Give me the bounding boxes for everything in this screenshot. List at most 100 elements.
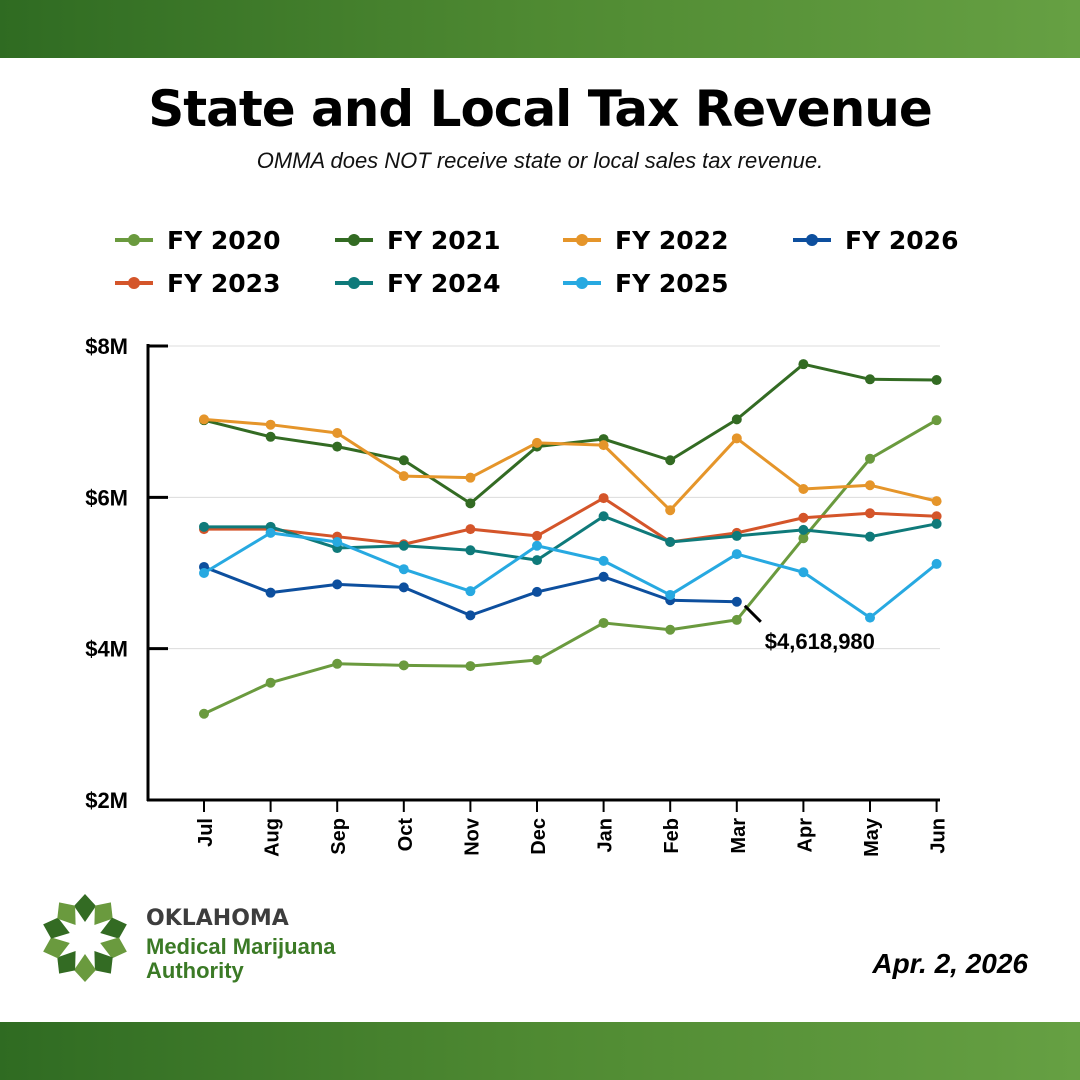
series-fy-2026 [199,561,742,621]
logo-petal [74,954,96,982]
data-point [332,658,343,669]
data-point [532,540,542,551]
data-point [865,508,875,519]
line-chart: $2M $4M $6M $8M Jul Aug Sep Oct Nov Dec Jan Feb Mar A… [85,226,958,857]
logo-petal [43,937,70,959]
series-line [204,496,937,546]
legend-item: FY 2020 [115,226,280,255]
legend-label: FY 2025 [615,269,728,298]
data-point [798,359,809,370]
data-point [865,531,875,542]
x-tick-label: Apr [794,818,816,853]
data-point [265,587,276,598]
annotation-leader [743,604,762,623]
data-point [931,518,942,529]
report-date: Apr. 2, 2026 [872,948,1028,979]
logo-petal [94,950,113,974]
logo-petal [100,917,127,939]
data-point [398,660,409,671]
data-point [398,471,409,482]
data-point [265,419,276,430]
logo-petal [100,937,127,959]
y-tick-label: $4M [85,637,128,662]
data-point [798,567,809,578]
annotation-label: $4,618,980 [765,629,875,654]
logo-petal [57,902,76,926]
data-point [398,455,409,466]
data-point [332,428,343,439]
x-tick-label: Jan [595,818,617,852]
legend-label: FY 2024 [387,269,500,298]
legend-marker [348,277,360,289]
data-point [332,536,343,547]
y-tick-label: $8M [85,334,128,359]
top-banner [0,0,1080,58]
legend-marker [806,234,818,246]
data-point [731,549,742,560]
legend-item: FY 2022 [563,226,728,255]
legend-label: FY 2022 [615,226,728,255]
legend-marker [576,234,588,246]
x-tick-label: Mar [728,818,750,854]
data-point [199,568,209,578]
data-point [465,545,476,556]
legend-marker [128,277,140,289]
legend-item: FY 2024 [335,269,500,298]
x-tick-label: Dec [528,818,550,855]
data-point [532,586,542,597]
legend-item: FY 2023 [115,269,280,298]
data-point [265,431,276,442]
data-point [865,453,875,464]
data-point [931,375,942,386]
logo-text-oklahoma: OKLAHOMA [146,906,289,931]
data-point [398,564,409,575]
series-line [203,418,938,716]
data-point [598,493,609,504]
logo-petal [43,917,70,939]
data-point [598,617,609,628]
legend-label: FY 2020 [167,226,280,255]
logo-petal [94,902,113,926]
series-line [203,417,937,512]
y-tick-label: $2M [85,788,128,813]
legend-marker [348,234,360,246]
data-point [731,614,742,625]
logo-text-authority: Authority [146,958,244,983]
data-point [665,536,676,547]
data-point [465,586,476,597]
data-point [665,455,676,466]
omma-logo-icon [43,894,127,982]
data-point [598,571,609,582]
data-point [398,540,409,551]
data-point [865,374,875,385]
x-tick-label: Sep [328,818,350,855]
page-title: State and Local Tax Revenue [148,80,933,138]
data-point [931,511,942,522]
data-point [465,661,476,672]
data-point [532,530,542,541]
data-point [865,480,875,491]
data-point [199,521,209,532]
legend-item: FY 2021 [335,226,500,255]
data-point [465,524,476,535]
data-point [865,612,875,623]
x-tick-label: Jul [195,818,217,847]
data-point [665,589,676,600]
bottom-banner [0,1022,1080,1080]
data-point [598,555,609,566]
legend-item: FY 2025 [563,269,728,298]
data-point [465,610,476,621]
legend-item: FY 2026 [793,226,958,255]
data-point [465,472,476,483]
data-point [598,511,609,522]
x-tick-label: Oct [395,818,417,852]
y-tick-label: $6M [85,485,128,510]
data-point [731,414,742,425]
legend-label: FY 2021 [387,226,500,255]
x-tick-label: Nov [461,817,483,856]
logo-text-medical-marijuana: Medical Marijuana [146,934,336,959]
data-point [931,496,942,507]
logo-petal [57,950,76,974]
legend-label: FY 2026 [845,226,958,255]
x-tick-label: May [861,817,883,857]
